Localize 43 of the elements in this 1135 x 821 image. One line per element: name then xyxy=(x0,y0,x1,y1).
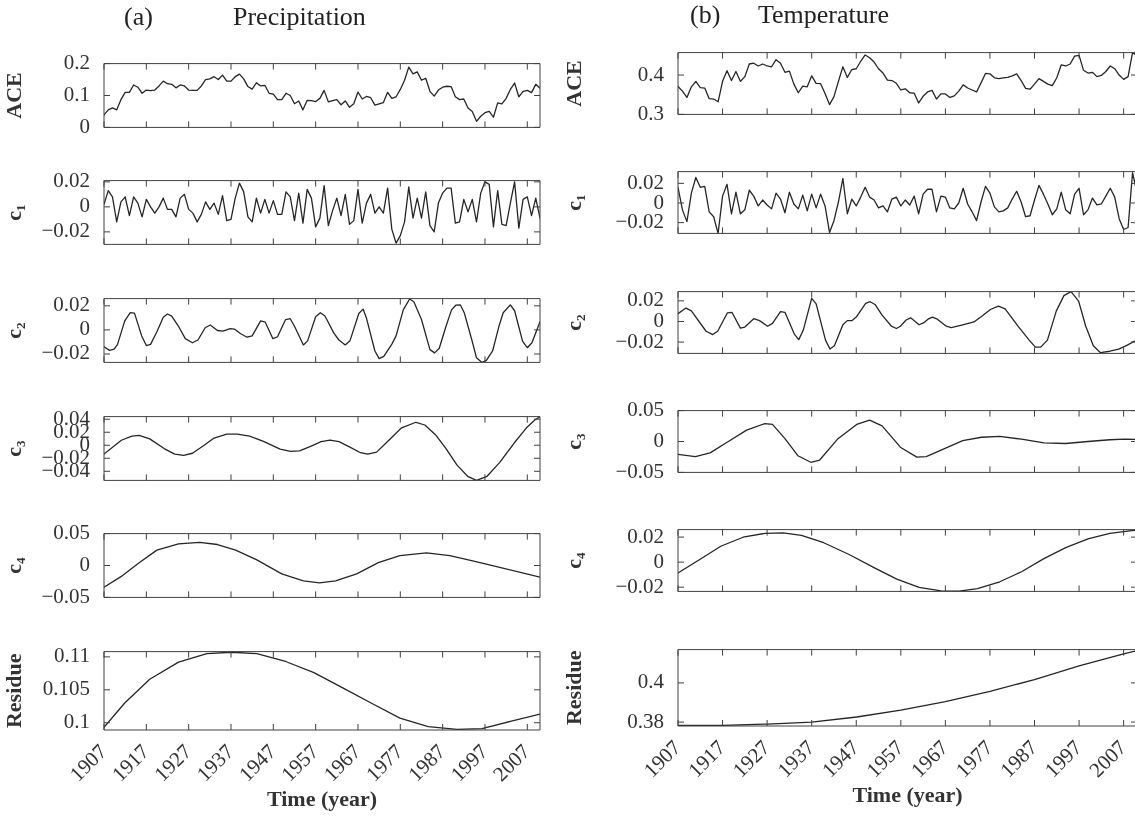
y-axis-title: c₂ xyxy=(0,321,26,339)
y-axis-title: c₂ xyxy=(560,313,586,331)
y-tick-label: 0.05 xyxy=(627,397,664,422)
y-axis-title: ACE xyxy=(560,60,586,107)
y-axis-title: c₁ xyxy=(560,194,586,211)
y-tick-label: 0.1 xyxy=(63,82,90,107)
y-tick-label: 0.38 xyxy=(627,708,664,733)
x-axis-title: Time (year) xyxy=(266,786,378,812)
text: (a) xyxy=(124,2,153,32)
y-tick-label: 0.4 xyxy=(637,61,665,86)
x-axis-title: Time (year) xyxy=(852,782,963,808)
chart-title: Precipitation xyxy=(233,2,366,32)
y-tick-label: 0.05 xyxy=(53,520,90,545)
y-axis-title: c₄ xyxy=(0,556,26,574)
y-axis-title: Residue xyxy=(560,650,586,726)
y-tick-label: 0.1 xyxy=(63,709,90,734)
y-tick-label: 0.02 xyxy=(53,292,90,317)
y-tick-label: 0.11 xyxy=(54,643,90,668)
y-tick-label: 0 xyxy=(653,428,664,453)
y-tick-label: 0.2 xyxy=(63,50,90,75)
y-tick-label: 0 xyxy=(79,552,90,577)
y-axis-title: ACE xyxy=(0,72,26,119)
y-tick-label: 0 xyxy=(79,113,90,138)
y-tick-label: 0.3 xyxy=(637,100,664,125)
y-tick-label: 0 xyxy=(653,548,664,573)
y-tick-label: 0.105 xyxy=(42,676,90,701)
y-axis-title: c₃ xyxy=(560,432,586,450)
y-tick-label: −0.05 xyxy=(41,583,90,608)
y-tick-label: −0.02 xyxy=(615,573,664,598)
y-axis-title: Residue xyxy=(0,653,26,729)
y-tick-label: −0.02 xyxy=(41,218,90,243)
y-axis-title: c₄ xyxy=(560,551,586,569)
chart-title: Temperature xyxy=(758,0,889,30)
y-tick-label: 0 xyxy=(79,193,90,218)
y-tick-label: 0.02 xyxy=(627,523,664,548)
y-axis-title: c₁ xyxy=(0,204,26,221)
y-tick-label: −0.02 xyxy=(41,340,90,365)
y-tick-label: 0.02 xyxy=(53,168,90,193)
y-tick-label: 0.4 xyxy=(637,669,665,694)
y-tick-label: −0.05 xyxy=(615,458,664,483)
y-tick-label: 0 xyxy=(79,316,90,341)
text: (b) xyxy=(690,0,721,30)
y-axis-title: c₃ xyxy=(0,439,26,457)
